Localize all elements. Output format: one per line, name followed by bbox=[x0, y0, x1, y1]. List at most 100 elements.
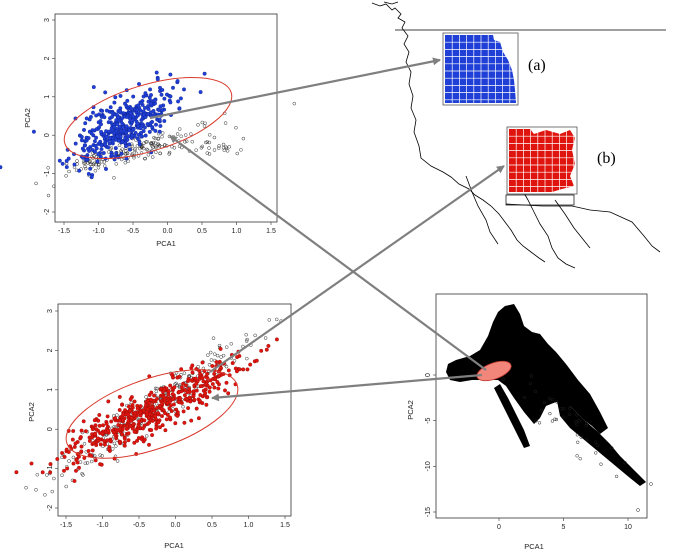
highlighted-point bbox=[241, 367, 246, 372]
highlighted-point bbox=[89, 435, 94, 440]
highlighted-point bbox=[70, 437, 75, 442]
highlighted-point bbox=[31, 129, 36, 134]
data-point bbox=[528, 382, 533, 386]
highlighted-point bbox=[152, 393, 157, 398]
data-point bbox=[593, 440, 598, 444]
data-point bbox=[253, 333, 257, 338]
region-b-grid bbox=[506, 126, 578, 195]
highlighted-point bbox=[125, 424, 129, 429]
highlighted-point bbox=[107, 447, 111, 452]
data-point bbox=[119, 157, 124, 162]
data-point bbox=[184, 139, 189, 144]
highlighted-point bbox=[66, 450, 71, 454]
data-point bbox=[207, 140, 212, 145]
highlighted-point bbox=[157, 117, 162, 122]
highlighted-point bbox=[215, 380, 220, 385]
data-point bbox=[215, 353, 220, 358]
data-point bbox=[85, 461, 90, 465]
data-point bbox=[585, 438, 589, 442]
highlighted-point bbox=[120, 121, 125, 126]
highlighted-point bbox=[217, 373, 222, 378]
y-tick-label: 3 bbox=[44, 18, 51, 22]
data-point bbox=[189, 132, 193, 136]
highlighted-point bbox=[80, 146, 85, 151]
data-point bbox=[263, 336, 268, 340]
data-point bbox=[35, 472, 40, 477]
highlighted-point bbox=[73, 141, 78, 146]
data-point bbox=[229, 342, 234, 346]
data-point bbox=[221, 353, 226, 358]
highlighted-point bbox=[216, 386, 221, 391]
trailing-arm bbox=[556, 396, 646, 486]
data-point bbox=[139, 151, 144, 155]
data-point bbox=[96, 165, 101, 170]
highlighted-point bbox=[92, 139, 97, 144]
highlighted-point bbox=[233, 366, 238, 371]
highlighted-point bbox=[93, 149, 97, 154]
highlighted-point bbox=[183, 388, 187, 392]
highlighted-point bbox=[60, 451, 65, 455]
highlighted-point bbox=[158, 425, 162, 430]
data-point bbox=[221, 146, 226, 150]
highlighted-point bbox=[169, 409, 174, 413]
data-point bbox=[99, 160, 104, 164]
data-point bbox=[610, 446, 614, 450]
highlighted-point bbox=[124, 124, 129, 129]
highlighted-point bbox=[149, 390, 154, 395]
highlighted-point bbox=[57, 158, 62, 163]
highlighted-point bbox=[207, 389, 212, 394]
connector-arrows bbox=[149, 57, 505, 402]
plot-top-left: -1.5 -1.0 -0.5 0.0 0.5 1.0 1.5 -2 -1 0 1 2 3 PCA1 P… bbox=[0, 13, 297, 248]
x-tick-label: -0.5 bbox=[133, 522, 145, 529]
highlighted-point bbox=[158, 124, 163, 128]
border-line bbox=[505, 203, 661, 253]
highlighted-point bbox=[155, 405, 160, 410]
data-point bbox=[46, 193, 51, 198]
data-point bbox=[100, 454, 104, 458]
data-point bbox=[115, 413, 119, 417]
highlighted-point bbox=[189, 418, 194, 423]
highlighted-point bbox=[96, 152, 101, 157]
highlighted-point bbox=[72, 479, 77, 483]
highlighted-point bbox=[114, 118, 119, 123]
data-point bbox=[52, 184, 56, 189]
data-point bbox=[71, 455, 76, 460]
data-point bbox=[183, 133, 188, 137]
highlighted-point bbox=[182, 420, 187, 425]
highlighted-point bbox=[110, 111, 115, 116]
highlighted-point bbox=[161, 394, 166, 399]
highlighted-point bbox=[138, 126, 143, 131]
highlighted-point bbox=[72, 444, 77, 449]
region-a-grid bbox=[442, 32, 519, 106]
highlighted-point bbox=[186, 406, 191, 411]
data-point bbox=[595, 443, 600, 447]
highlighted-point bbox=[83, 429, 88, 434]
data-point bbox=[154, 150, 158, 154]
highlighted-point bbox=[191, 394, 196, 398]
data-point bbox=[551, 397, 555, 402]
highlighted-point bbox=[168, 415, 172, 420]
x-axis-label: PCA1 bbox=[164, 541, 184, 550]
highlighted-point bbox=[71, 461, 76, 466]
highlighted-point bbox=[97, 125, 102, 130]
label-b: (b) bbox=[597, 150, 616, 167]
x-axis-label: PCA1 bbox=[156, 239, 176, 248]
x-tick-label: -1.0 bbox=[96, 522, 108, 529]
highlighted-point bbox=[171, 85, 175, 90]
highlighted-point bbox=[166, 389, 171, 394]
data-point bbox=[223, 121, 228, 125]
highlighted-point bbox=[157, 403, 162, 408]
highlighted-point bbox=[159, 92, 164, 97]
data-point bbox=[539, 408, 543, 413]
highlighted-point bbox=[143, 133, 148, 138]
highlighted-point bbox=[127, 147, 132, 152]
highlighted-point bbox=[205, 371, 210, 376]
highlighted-point bbox=[106, 428, 111, 433]
highlighted-point bbox=[245, 367, 250, 372]
highlighted-point bbox=[112, 125, 117, 130]
data-point bbox=[194, 148, 198, 152]
data-point bbox=[46, 166, 50, 170]
highlighted-point bbox=[163, 428, 168, 433]
highlighted-point bbox=[181, 409, 186, 414]
data-point bbox=[156, 142, 161, 147]
